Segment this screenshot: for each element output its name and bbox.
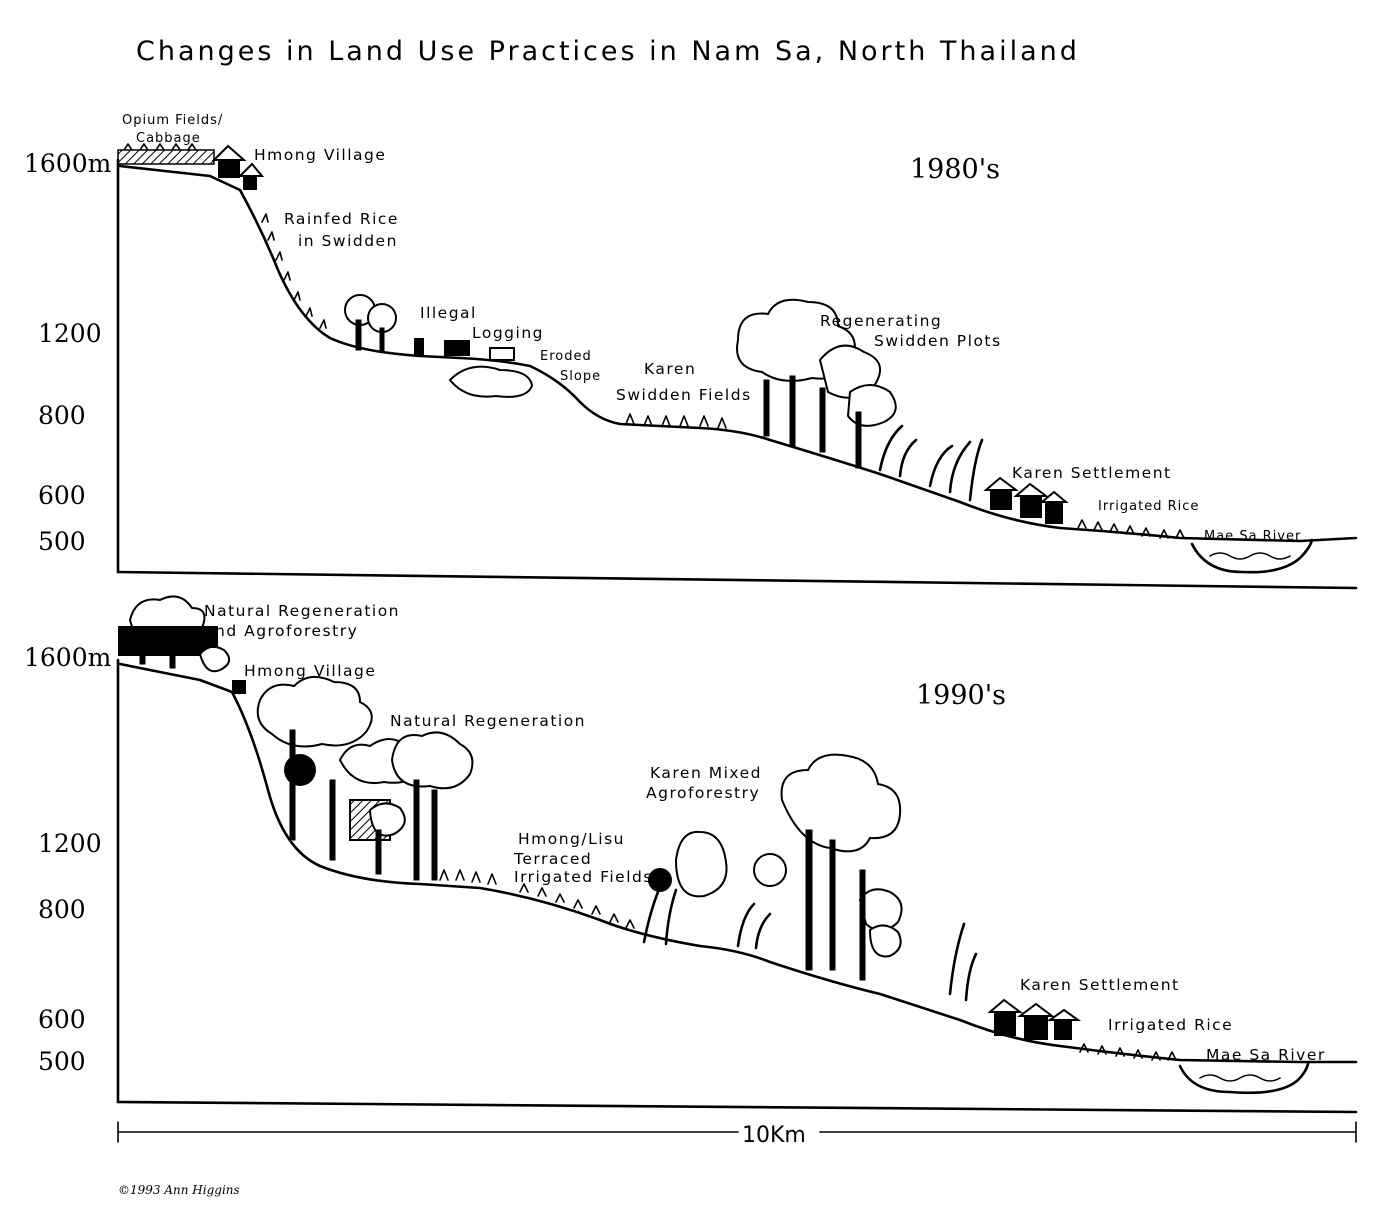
elevation-label: 800: [38, 895, 86, 924]
rainfed-rice-tufts: [261, 213, 327, 329]
label-irrigated-rice: Irrigated Rice: [1098, 499, 1199, 514]
label-irrigated-rice: Irrigated Rice: [1108, 1016, 1233, 1034]
label-regenerating: Regenerating: [820, 312, 942, 330]
baseline: [116, 570, 1358, 590]
label-hmong-lisu-3: Irrigated Fields: [514, 868, 653, 886]
label-opium-fields: Opium Fields/: [122, 113, 223, 128]
label-eroded-slope: Eroded: [540, 349, 592, 364]
regenerating-forest-1980s: [736, 298, 984, 502]
label-natural-regeneration-agroforestry-2: and Agroforestry: [204, 622, 358, 640]
hmong-village-huts: [211, 144, 265, 190]
label-hmong-village: Hmong Village: [244, 662, 376, 680]
era-label-1990s: 1990's: [916, 680, 1006, 711]
label-natural-regeneration: Natural Regeneration: [390, 712, 586, 730]
label-mae-sa-river: Mae Sa River: [1204, 529, 1301, 544]
natural-regeneration-forest: [256, 675, 497, 885]
label-hmong-lisu: Hmong/Lisu: [518, 830, 625, 848]
panel-1980s: 1600m 1200 800 600 500 1980's Opium Fiel…: [24, 113, 1358, 590]
elevation-label: 1600m: [24, 643, 112, 672]
label-eroded-slope-2: Slope: [560, 369, 601, 384]
label-karen-swidden-2: Swidden Fields: [616, 386, 752, 404]
label-karen-mixed: Karen Mixed: [650, 764, 762, 782]
karen-settlement-huts-1980s: [983, 476, 1069, 524]
irrigated-rice-tufts-1990s: [1079, 1043, 1177, 1061]
elevation-label: 1200: [38, 829, 102, 858]
elevation-labels-1980s: 1600m 1200 800 600 500: [24, 149, 112, 556]
label-natural-regeneration-agroforestry: Natural Regeneration: [204, 602, 400, 620]
diagram-title: Changes in Land Use Practices in Nam Sa,…: [136, 36, 1080, 67]
elevation-labels-1990s: 1600m 1200 800 600 500: [24, 643, 112, 1076]
label-illegal-logging: Illegal: [420, 304, 477, 322]
elevation-label: 800: [38, 401, 86, 430]
label-karen-settlement: Karen Settlement: [1012, 464, 1172, 482]
karen-agroforestry: [642, 753, 903, 981]
label-regenerating-2: Swidden Plots: [874, 332, 1002, 350]
label-karen-settlement: Karen Settlement: [1020, 976, 1180, 994]
label-hmong-lisu-2: Terraced: [513, 850, 592, 868]
elevation-label: 600: [38, 1005, 86, 1034]
forest-patch-1980s: [344, 294, 534, 398]
mae-sa-river-1980s: [1190, 538, 1314, 574]
opium-fields-vegetation: [117, 143, 215, 165]
elevation-label: 500: [38, 527, 86, 556]
scale-bar: 10Km: [117, 1121, 1357, 1148]
label-mae-sa-river: Mae Sa River: [1206, 1046, 1326, 1064]
panel-1990s: 1600m 1200 800 600 500 1990's Natural Re…: [24, 595, 1358, 1114]
agroforestry-canopy-top: [118, 595, 246, 694]
irrigated-rice-tufts-1980s: [1077, 519, 1185, 539]
elevation-label: 1600m: [24, 149, 112, 178]
label-rainfed-rice-2: in Swidden: [298, 232, 398, 250]
label-illegal-logging-2: Logging: [472, 324, 544, 342]
credit-signature: ©1993 Ann Higgins: [118, 1183, 240, 1197]
elevation-label: 500: [38, 1047, 86, 1076]
label-karen-swidden: Karen: [644, 360, 696, 378]
scale-label: 10Km: [742, 1123, 806, 1148]
label-karen-mixed-2: Agroforestry: [646, 784, 760, 802]
label-cabbage: Cabbage: [136, 131, 201, 146]
label-hmong-village: Hmong Village: [254, 146, 386, 164]
elevation-label: 1200: [38, 319, 102, 348]
karen-swidden-tufts: [625, 413, 727, 429]
era-label-1980s: 1980's: [910, 154, 1000, 185]
label-rainfed-rice: Rainfed Rice: [284, 210, 399, 228]
mae-sa-river-1990s: [1178, 1062, 1310, 1095]
elevation-label: 600: [38, 481, 86, 510]
karen-settlement-huts-1990s: [948, 922, 1082, 1040]
terrain-profile: [118, 662, 1358, 1064]
baseline: [116, 1100, 1358, 1114]
terraced-fields-tufts: [519, 883, 635, 929]
